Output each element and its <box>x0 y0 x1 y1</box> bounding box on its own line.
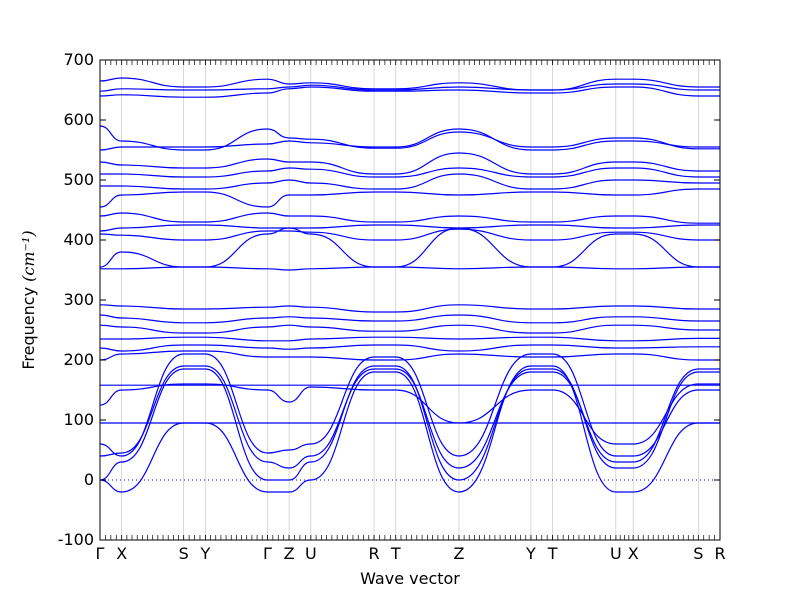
series-group <box>99 77 720 493</box>
band-15 <box>99 227 720 268</box>
band-3 <box>99 365 720 469</box>
k-point-label: U <box>610 544 622 563</box>
band-13 <box>99 304 720 313</box>
band-23 <box>99 128 720 151</box>
y-tick-label: 200 <box>63 350 94 369</box>
band-19 <box>99 188 720 208</box>
y-tick-label: 600 <box>63 110 94 129</box>
band-27 <box>99 77 720 91</box>
k-point-label: Z <box>284 544 295 563</box>
k-point-label: R <box>368 544 379 563</box>
band-21 <box>100 167 720 178</box>
y-axis-label-unit: (cm⁻¹) <box>19 230 38 281</box>
y-axis: -100 0 100 200 300 400 500 600 700 <box>58 50 720 549</box>
k-point-label: Γ <box>96 544 105 563</box>
band-4 <box>99 353 720 457</box>
band-12 <box>99 314 720 324</box>
band-10 <box>100 336 720 342</box>
plot-area <box>99 59 721 541</box>
y-tick-label: 0 <box>84 470 94 489</box>
k-point-label: X <box>116 544 127 563</box>
x-axis-label: Wave vector <box>360 569 460 588</box>
y-tick-label: -100 <box>58 530 94 549</box>
band-25 <box>99 86 720 98</box>
band-9 <box>99 344 720 352</box>
k-point-label: Z <box>453 544 464 563</box>
k-point-label: U <box>305 544 317 563</box>
y-tick-label: 100 <box>63 410 94 429</box>
k-point-label: Γ <box>263 544 272 563</box>
k-point-label: Y <box>525 544 536 563</box>
y-tick-label: 400 <box>63 230 94 249</box>
k-point-label: Y <box>200 544 211 563</box>
k-point-label: S <box>693 544 703 563</box>
k-point-label: X <box>628 544 639 563</box>
y-axis-label-text: Frequency <box>19 282 38 370</box>
band-6 <box>99 383 720 445</box>
band-17 <box>99 224 720 232</box>
band-22 <box>99 152 720 175</box>
y-axis-label: Frequency (cm⁻¹) <box>19 230 38 369</box>
band-24 <box>99 125 720 151</box>
k-point-label: T <box>390 544 401 563</box>
k-point-label: R <box>714 544 725 563</box>
y-tick-label: 500 <box>63 170 94 189</box>
band-2 <box>99 365 720 481</box>
k-point-label: S <box>179 544 189 563</box>
band-16 <box>99 228 720 241</box>
y-tick-label: 300 <box>63 290 94 309</box>
k-point-separators <box>121 60 699 540</box>
band-26 <box>99 83 720 92</box>
band-8 <box>99 350 720 361</box>
band-20 <box>100 173 720 190</box>
band-11 <box>99 324 720 334</box>
band-18 <box>99 212 720 224</box>
y-tick-label: 700 <box>63 50 94 69</box>
k-point-label: T <box>547 544 558 563</box>
